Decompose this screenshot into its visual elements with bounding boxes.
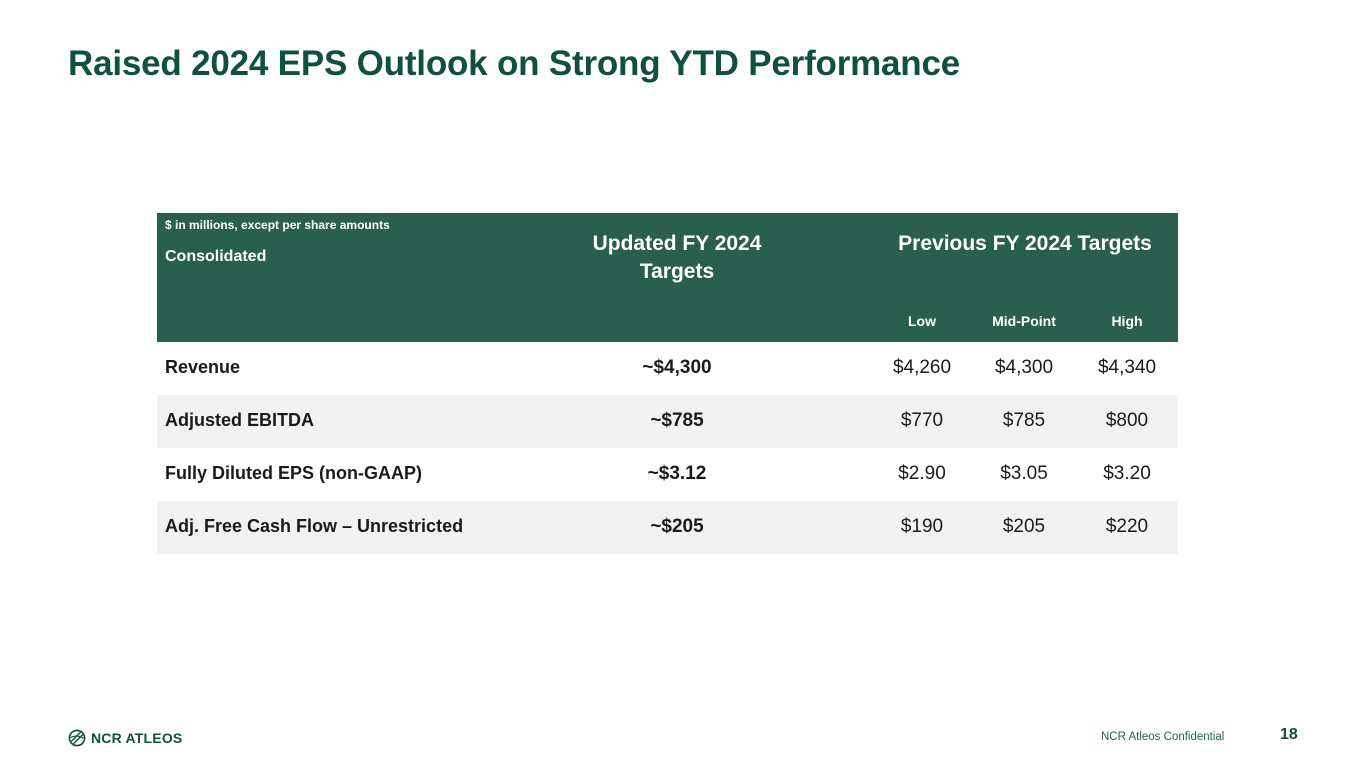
outlook-table: $ in millions, except per share amounts … [157, 213, 1178, 554]
high-value: $800 [1105, 410, 1149, 431]
high-value: $4,340 [1097, 357, 1157, 378]
high-column-header: High [1111, 313, 1143, 329]
table-row-eps: Fully Diluted EPS (non-GAAP) ~$3.12 $2.9… [157, 448, 1178, 501]
table-header: $ in millions, except per share amounts … [157, 213, 1178, 342]
updated-target-value: ~$205 [650, 516, 704, 537]
page-number: 18 [1280, 726, 1298, 743]
updated-target-value: ~$785 [650, 410, 704, 431]
low-column-header: Low [908, 313, 936, 329]
low-value: $4,260 [892, 357, 952, 378]
logo-wordmark: NCR ATLEOS [91, 730, 183, 746]
low-value: $770 [900, 410, 944, 431]
company-logo: NCR ATLEOS [68, 728, 182, 748]
table-row-revenue: Revenue ~$4,300 $4,260 $4,300 $4,340 [157, 342, 1178, 395]
high-value: $220 [1105, 516, 1149, 537]
previous-targets-header: Previous FY 2024 Targets [898, 232, 1152, 255]
metric-label: Fully Diluted EPS (non-GAAP) [165, 463, 422, 483]
low-value: $190 [900, 516, 944, 537]
metric-label: Adj. Free Cash Flow – Unrestricted [165, 516, 464, 536]
units-note: $ in millions, except per share amounts [165, 218, 390, 232]
high-value: $3.20 [1103, 463, 1151, 484]
slide-title: Raised 2024 EPS Outlook on Strong YTD Pe… [68, 44, 961, 83]
confidentiality-notice: NCR Atleos Confidential [1101, 731, 1225, 743]
metric-label: Revenue [165, 357, 241, 377]
updated-targets-header: Updated FY 2024 Targets [592, 232, 762, 283]
low-value: $2.90 [898, 463, 946, 484]
mid-point-value: $205 [1002, 516, 1046, 537]
metric-label: Adjusted EBITDA [165, 410, 315, 430]
updated-target-value: ~$4,300 [642, 357, 712, 378]
table-row-adjusted-ebitda: Adjusted EBITDA ~$785 $770 $785 $800 [157, 395, 1178, 448]
row-header-label: Consolidated [165, 248, 267, 265]
updated-target-value: ~$3.12 [647, 463, 707, 484]
mid-point-value: $3.05 [1000, 463, 1048, 484]
mid-point-value: $785 [1002, 410, 1046, 431]
mid-point-value: $4,300 [994, 357, 1054, 378]
table-row-free-cash-flow: Adj. Free Cash Flow – Unrestricted ~$205… [157, 501, 1178, 554]
atleos-globe-icon [68, 729, 86, 747]
mid-point-column-header: Mid-Point [992, 313, 1056, 329]
